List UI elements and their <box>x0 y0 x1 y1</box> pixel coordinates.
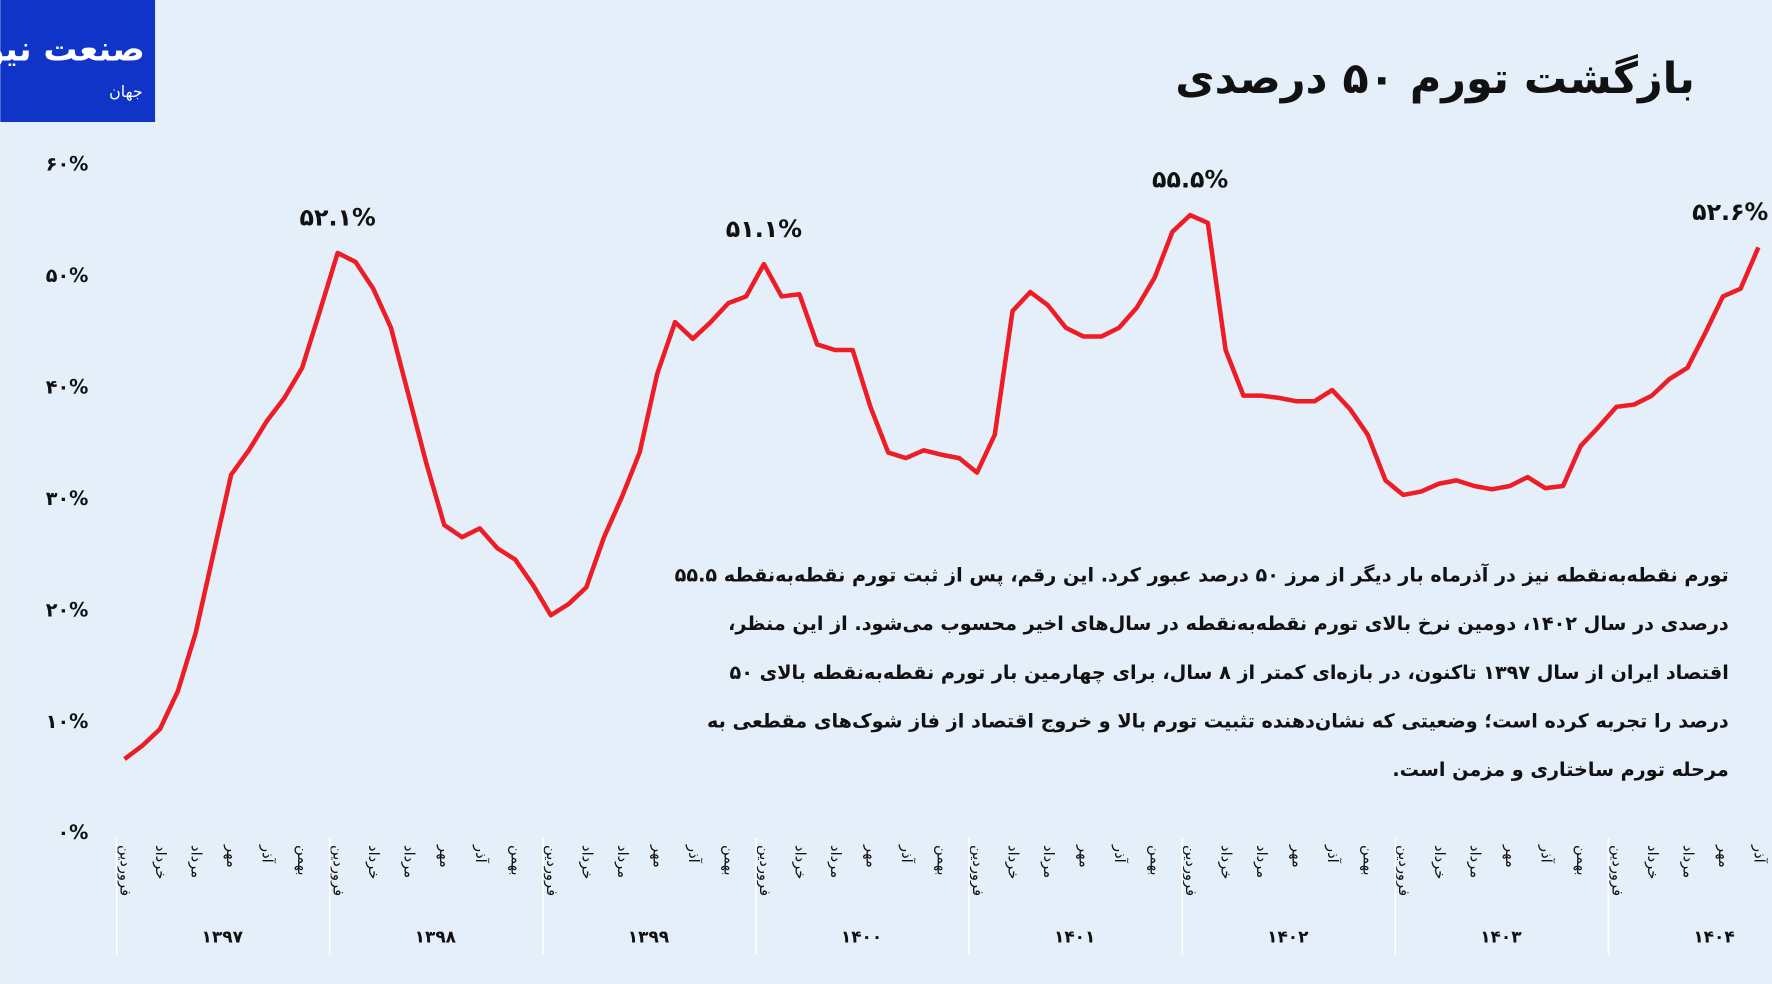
x-tick-label: مهر <box>649 844 666 868</box>
line <box>123 212 1761 761</box>
x-tick-label: فروردین <box>756 845 773 896</box>
x-tick-label: مهر <box>862 844 879 868</box>
group-label: ۱۳۹۹ <box>628 927 669 947</box>
x-tick-label: خرداد <box>1218 845 1235 879</box>
x-tick-label: بهمن <box>1360 845 1377 876</box>
group-label: ۱۴۰۰ <box>841 927 882 947</box>
x-tick-label: مرداد <box>1679 845 1696 878</box>
x-tick-label: بهمن <box>294 845 311 876</box>
x-tick-label: فروردین <box>1395 845 1412 896</box>
group-label: ۱۳۹۷ <box>202 927 244 947</box>
x-tick-label: بهمن <box>507 845 524 876</box>
x-tick-label: مهر <box>1715 844 1732 868</box>
logo-sub: جهان <box>109 82 142 102</box>
value-label: ۵۲.۱% <box>300 204 376 232</box>
x-tick-label: آذر <box>259 844 277 864</box>
x-tick-label: آذر <box>472 844 490 864</box>
x-tick-label: فروردین <box>1182 845 1199 896</box>
x-tick-label: مرداد <box>827 845 844 878</box>
logo-box <box>0 0 156 123</box>
x-tick-label: مهر <box>223 844 240 868</box>
x-tick-label: خرداد <box>791 845 808 879</box>
value-label: ۵۲.۶% <box>1692 198 1768 226</box>
x-tick-label: مهر <box>1289 844 1306 868</box>
x-tick-label: مرداد <box>1466 845 1483 878</box>
x-tick-label: مهر <box>436 844 453 868</box>
y-tick-label: ۵۰% <box>46 264 89 287</box>
x-tick-label: بهمن <box>933 845 950 876</box>
annotation-text: تورم نقطه‌به‌نقطه نیز در آذرماه بار دیگر… <box>675 563 1729 587</box>
x-tick-label: خرداد <box>1431 845 1448 879</box>
annotation-text: درصد را تجربه کرده است؛ وضعیتی که نشان‌د… <box>707 709 1729 732</box>
x-tick-label: فروردین <box>543 845 560 896</box>
y-tick-label: ۲۰% <box>46 598 89 621</box>
x-tick-label: آذر <box>685 844 703 864</box>
x-tick-label: مهر <box>1076 844 1093 868</box>
logo-main: صنعت نیوز <box>0 29 145 69</box>
chart-title: بازگشت تورم ۵۰ درصدی <box>1175 53 1695 104</box>
y-tick-label: ۶۰% <box>46 152 89 175</box>
annotation-text: مرحله تورم ساختاری و مزمن است. <box>1392 758 1728 781</box>
annotation-text: اقتصاد ایران از سال ۱۳۹۷ تاکنون، در بازه… <box>730 661 1729 684</box>
x-tick-label: بهمن <box>1573 845 1590 876</box>
value-label: ۵۱.۱% <box>726 215 802 243</box>
x-tick-label: مرداد <box>188 845 205 878</box>
x-tick-label: بهمن <box>720 845 737 876</box>
group-label: ۱۴۰۴ <box>1693 927 1734 947</box>
x-tick-label: خرداد <box>578 845 595 879</box>
y-tick-label: ۳۰% <box>46 487 89 510</box>
x-tick-label: مرداد <box>1253 845 1270 878</box>
x-tick-label: مهر <box>1502 844 1519 868</box>
x-tick-label: خرداد <box>1644 845 1661 879</box>
annotation-text: درصدی در سال ۱۴۰۲، دومین نرخ بالای تورم … <box>728 612 1729 635</box>
x-tick-label: فروردین <box>330 845 347 896</box>
x-tick-label: آذر <box>1537 844 1555 864</box>
x-tick-label: خرداد <box>152 845 169 879</box>
y-tick-label: ۰% <box>57 821 88 844</box>
group-label: ۱۴۰۳ <box>1480 927 1522 947</box>
x-tick-label: آذر <box>898 844 916 864</box>
x-tick-label: مرداد <box>614 845 631 878</box>
x-tick-label: آذر <box>1750 844 1768 864</box>
value-label: ۵۵.۵% <box>1152 166 1228 194</box>
x-tick-label: آذر <box>1111 844 1129 864</box>
x-tick-label: فروردین <box>117 845 134 896</box>
y-tick-label: ۴۰% <box>46 375 89 398</box>
x-tick-label: خرداد <box>1005 845 1022 879</box>
x-tick-label: آذر <box>1324 844 1342 864</box>
group-label: ۱۴۰۲ <box>1267 927 1309 947</box>
x-tick-label: فروردین <box>1608 845 1625 896</box>
x-tick-label: بهمن <box>1147 845 1164 876</box>
x-tick-label: مرداد <box>401 845 418 878</box>
group-label: ۱۳۹۸ <box>415 927 457 947</box>
x-tick-label: فروردین <box>969 845 986 896</box>
group-label: ۱۴۰۱ <box>1054 927 1095 947</box>
x-tick-label: مرداد <box>1040 845 1057 878</box>
x-tick-label: خرداد <box>365 845 382 879</box>
y-tick-label: ۱۰% <box>46 710 89 733</box>
